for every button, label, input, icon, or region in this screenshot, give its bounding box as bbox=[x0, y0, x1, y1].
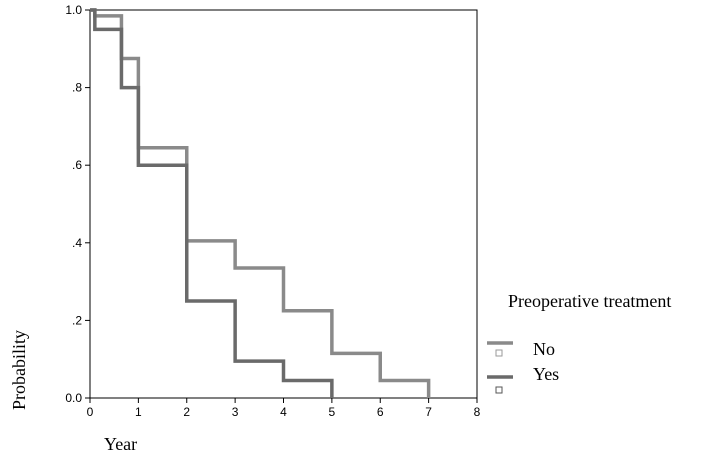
x-tick-label: 3 bbox=[232, 405, 239, 419]
legend: Preoperative treatment No Yes bbox=[487, 291, 671, 394]
x-tick-label: 0 bbox=[87, 405, 94, 419]
y-tick-label: .6 bbox=[72, 158, 82, 172]
legend-marker-yes bbox=[495, 386, 503, 394]
plot-frame bbox=[89, 9, 478, 399]
series-line-no bbox=[90, 8, 431, 398]
y-tick-label: 0.0 bbox=[65, 391, 82, 405]
series-line-yes bbox=[90, 8, 334, 398]
x-axis-title: Year bbox=[104, 434, 137, 454]
y-axis-title: Probability bbox=[9, 330, 29, 410]
legend-label-yes: Yes bbox=[533, 364, 559, 384]
series-layer bbox=[90, 8, 431, 398]
y-tick-label: 1.0 bbox=[65, 3, 82, 17]
legend-label-no: No bbox=[533, 339, 555, 359]
legend-title: Preoperative treatment bbox=[508, 291, 671, 311]
legend-marker-no bbox=[495, 349, 503, 357]
x-tick-label: 6 bbox=[377, 405, 384, 419]
x-tick-label: 8 bbox=[474, 405, 481, 419]
y-tick-label: .8 bbox=[72, 81, 82, 95]
x-tick-label: 2 bbox=[183, 405, 190, 419]
x-tick-label: 7 bbox=[425, 405, 432, 419]
y-axis-ticks: 0.0 .2 .4 .6 .8 1.0 bbox=[65, 3, 90, 405]
x-axis-ticks: 0 1 2 3 4 5 6 7 8 bbox=[87, 398, 481, 419]
y-tick-label: .2 bbox=[72, 313, 82, 327]
y-tick-label: .4 bbox=[72, 236, 82, 250]
x-tick-label: 1 bbox=[135, 405, 142, 419]
x-tick-label: 4 bbox=[280, 405, 287, 419]
x-tick-label: 5 bbox=[329, 405, 336, 419]
